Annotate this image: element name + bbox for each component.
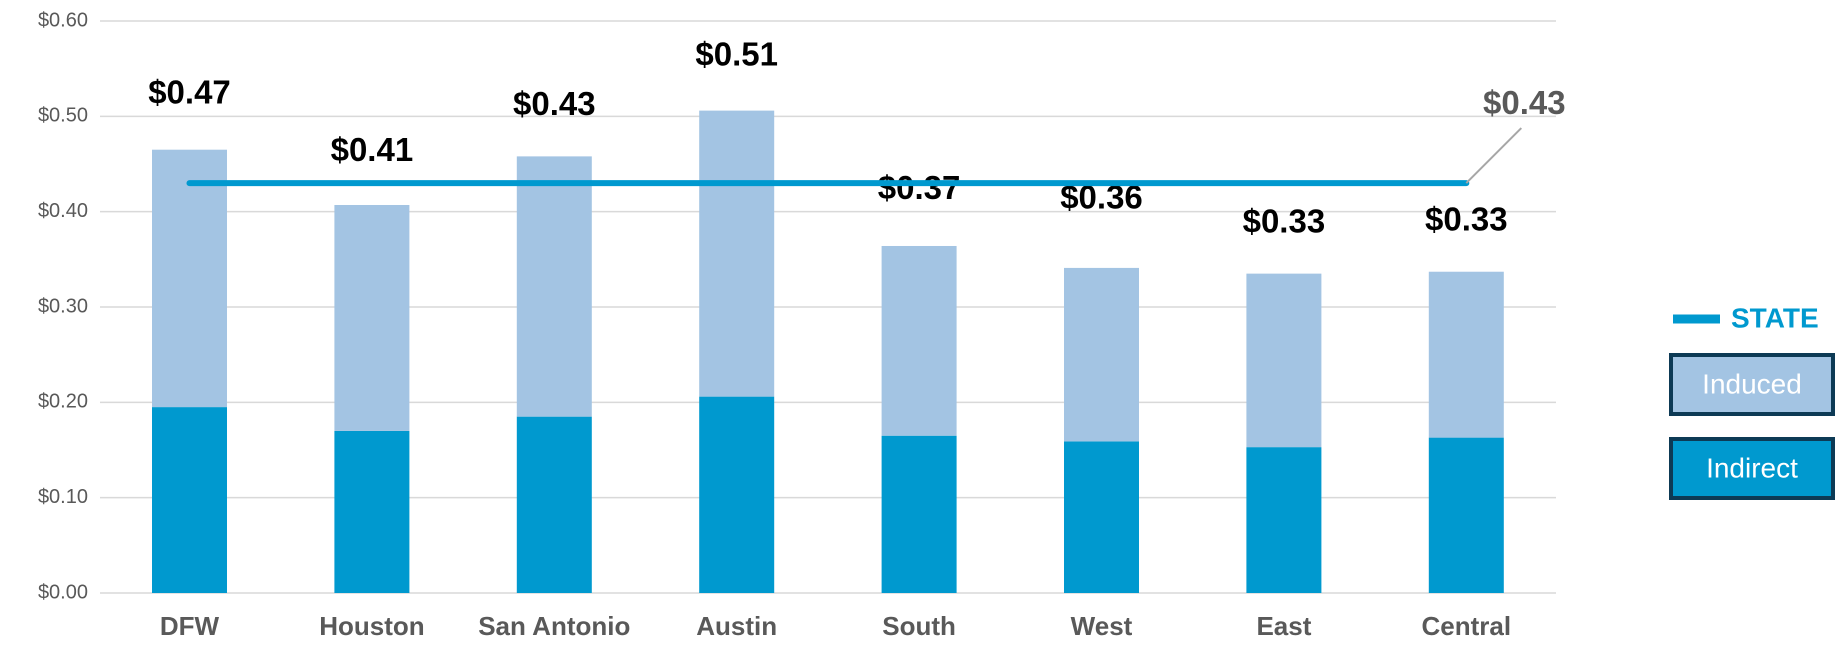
bar-segment — [881, 435, 957, 593]
y-tick-label: $0.00 — [38, 581, 88, 603]
bar-segment — [1246, 447, 1322, 593]
bar-segment — [152, 149, 227, 408]
legend-box — [1669, 437, 1835, 500]
data-label: $0.51 — [695, 36, 778, 73]
leader-line — [1465, 127, 1523, 184]
data-label: $0.43 — [513, 85, 596, 122]
y-tick-label: $0.50 — [38, 105, 88, 127]
bar-segment — [1064, 267, 1139, 442]
y-tick-label: $0.40 — [38, 200, 88, 222]
legend-label: Indirect — [1706, 452, 1798, 483]
bar-segment — [516, 416, 592, 593]
bar-segment — [334, 430, 410, 593]
data-label: $0.37 — [878, 169, 961, 206]
legend-label: Induced — [1702, 368, 1802, 399]
x-tick-label: Central — [1422, 611, 1512, 641]
x-tick-label: South — [882, 611, 956, 641]
x-tick-label: Austin — [696, 611, 777, 641]
bar-segment — [334, 204, 410, 431]
bar-segment — [699, 110, 775, 397]
bar-segment — [1064, 441, 1139, 593]
data-label: $0.33 — [1425, 200, 1508, 237]
state-label: $0.43 — [1483, 84, 1566, 121]
bar-segment — [881, 245, 957, 436]
legend-box — [1669, 353, 1835, 416]
y-tick-label: $0.60 — [38, 9, 88, 31]
bar-segment — [516, 156, 592, 417]
x-tick-label: West — [1071, 611, 1133, 641]
data-label: $0.33 — [1243, 202, 1326, 239]
data-label: $0.47 — [148, 74, 231, 111]
x-tick-label: DFW — [160, 611, 220, 641]
bar-segment — [152, 407, 227, 593]
x-tick-label: East — [1256, 611, 1311, 641]
legend-label: STATE — [1731, 302, 1819, 333]
bar-segment — [1428, 437, 1504, 593]
y-tick-label: $0.20 — [38, 391, 88, 413]
x-tick-label: Houston — [319, 611, 424, 641]
bar-segment — [1246, 273, 1322, 448]
y-tick-label: $0.10 — [38, 486, 88, 508]
bar-segment — [1428, 271, 1504, 438]
y-tick-label: $0.30 — [38, 295, 88, 317]
x-tick-label: San Antonio — [478, 611, 630, 641]
data-label: $0.41 — [331, 131, 414, 168]
bar-segment — [699, 396, 775, 593]
